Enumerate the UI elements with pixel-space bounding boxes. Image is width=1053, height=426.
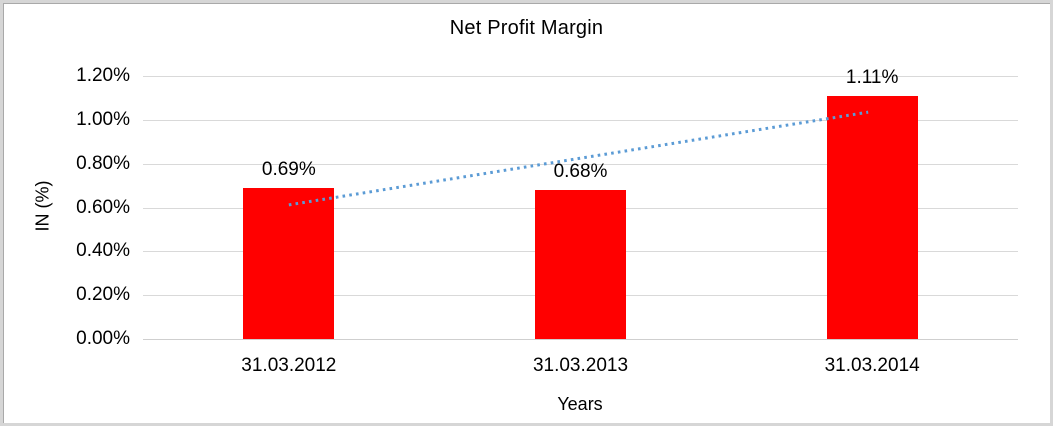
- bar-data-label: 0.69%: [261, 158, 316, 180]
- x-tick-label: 31.03.2012: [241, 355, 337, 376]
- x-axis-line: [143, 339, 1018, 340]
- x-tick-label: 31.03.2014: [824, 355, 920, 376]
- trendline-path: [288, 110, 869, 207]
- plot-area: 0.69% 0.68% 1.11%: [143, 67, 1018, 340]
- bar-data-label: 1.11%: [845, 66, 899, 88]
- gridline: [143, 163, 1018, 165]
- bar-data-label: 0.68%: [553, 160, 608, 182]
- y-tick-label: 1.20%: [76, 65, 130, 86]
- chart-title: Net Profit Margin: [449, 17, 604, 39]
- y-tick-label: 0.00%: [76, 328, 130, 349]
- y-tick-label: 0.20%: [76, 284, 130, 306]
- bar: [535, 189, 626, 339]
- bar: [826, 95, 918, 339]
- x-tick-label: 31.03.2013: [532, 355, 629, 376]
- trendline: [288, 110, 869, 207]
- x-axis-title: Years: [557, 394, 603, 414]
- bar: [243, 187, 335, 339]
- y-tick-label: 0.40%: [76, 240, 130, 262]
- y-tick-label: 1.00%: [76, 108, 130, 130]
- gridline: [143, 119, 1018, 121]
- y-tick-label: 0.80%: [76, 152, 130, 174]
- y-tick-label: 0.60%: [76, 196, 130, 218]
- gridline: [143, 76, 1018, 77]
